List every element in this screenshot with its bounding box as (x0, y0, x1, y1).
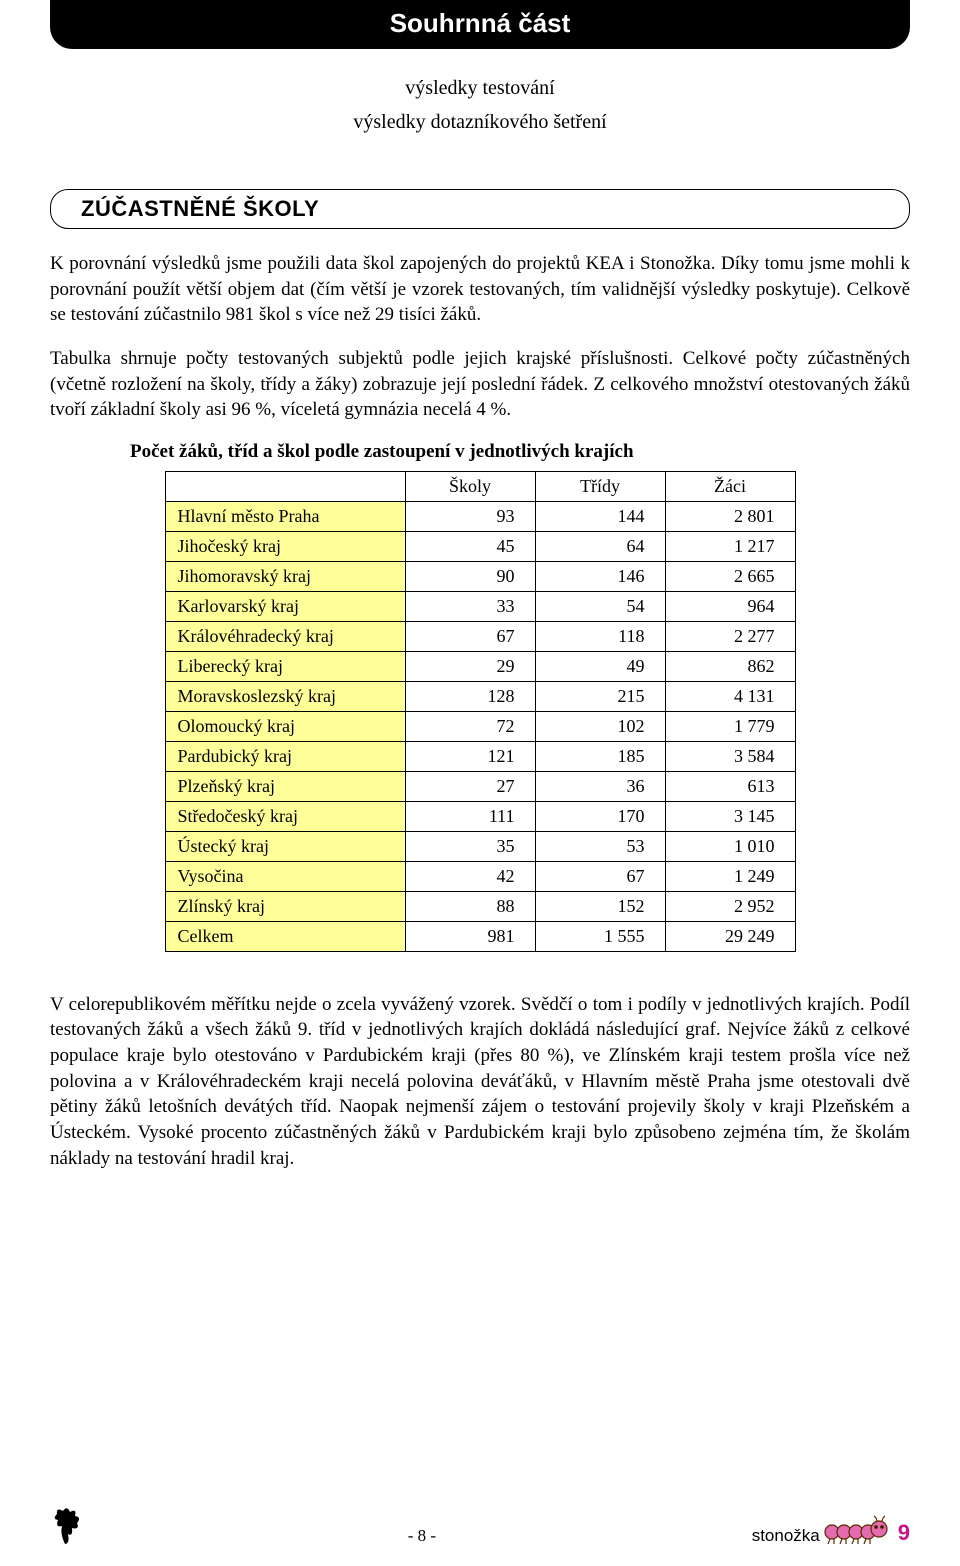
row-label: Pardubický kraj (165, 741, 405, 771)
cell-students: 29 249 (665, 921, 795, 951)
cell-schools: 72 (405, 711, 535, 741)
row-label: Ústecký kraj (165, 831, 405, 861)
col-header-students: Žáci (665, 471, 795, 501)
cell-schools: 90 (405, 561, 535, 591)
section-heading: ZÚČASTNĚNÉ ŠKOLY (81, 196, 879, 222)
cell-students: 862 (665, 651, 795, 681)
cell-schools: 27 (405, 771, 535, 801)
page-number: - 8 - (92, 1526, 752, 1546)
cell-schools: 42 (405, 861, 535, 891)
table-row: Liberecký kraj2949862 (165, 651, 795, 681)
cell-students: 3 584 (665, 741, 795, 771)
cell-classes: 1 555 (535, 921, 665, 951)
cell-schools: 981 (405, 921, 535, 951)
table-row: Královéhradecký kraj671182 277 (165, 621, 795, 651)
table-row: Vysočina42671 249 (165, 861, 795, 891)
table-row: Plzeňský kraj2736613 (165, 771, 795, 801)
cell-students: 1 010 (665, 831, 795, 861)
cell-classes: 170 (535, 801, 665, 831)
footer-logo: stonožka (752, 1514, 910, 1546)
cell-schools: 121 (405, 741, 535, 771)
table-row: Středočeský kraj1111703 145 (165, 801, 795, 831)
row-label: Královéhradecký kraj (165, 621, 405, 651)
ink-splat-icon (50, 1504, 92, 1546)
row-label: Karlovarský kraj (165, 591, 405, 621)
cell-classes: 53 (535, 831, 665, 861)
cell-schools: 45 (405, 531, 535, 561)
cell-classes: 118 (535, 621, 665, 651)
cell-schools: 29 (405, 651, 535, 681)
cell-students: 613 (665, 771, 795, 801)
paragraph-1: K porovnání výsledků jsme použili data š… (50, 251, 910, 328)
row-label: Vysočina (165, 861, 405, 891)
regions-table: Školy Třídy Žáci Hlavní město Praha93144… (165, 471, 796, 952)
subtitle-line-2: výsledky dotazníkového šetření (50, 105, 910, 139)
cell-schools: 93 (405, 501, 535, 531)
logo-text: stonožka (752, 1526, 820, 1546)
row-label: Moravskoslezský kraj (165, 681, 405, 711)
paragraph-2: Tabulka shrnuje počty testovaných subjek… (50, 346, 910, 423)
table-row: Moravskoslezský kraj1282154 131 (165, 681, 795, 711)
table-row: Zlínský kraj881522 952 (165, 891, 795, 921)
table-corner-cell (165, 471, 405, 501)
table-row: Celkem9811 55529 249 (165, 921, 795, 951)
row-label: Zlínský kraj (165, 891, 405, 921)
page-footer: - 8 - stonožka (0, 1504, 960, 1546)
table-row: Hlavní město Praha931442 801 (165, 501, 795, 531)
cell-students: 2 665 (665, 561, 795, 591)
cell-students: 964 (665, 591, 795, 621)
cell-students: 1 249 (665, 861, 795, 891)
cell-students: 2 277 (665, 621, 795, 651)
cell-students: 1 779 (665, 711, 795, 741)
table-title: Počet žáků, tříd a škol podle zastoupení… (130, 441, 910, 463)
table-row: Jihočeský kraj45641 217 (165, 531, 795, 561)
cell-classes: 144 (535, 501, 665, 531)
cell-classes: 67 (535, 861, 665, 891)
row-label: Celkem (165, 921, 405, 951)
row-label: Hlavní město Praha (165, 501, 405, 531)
cell-students: 1 217 (665, 531, 795, 561)
cell-classes: 64 (535, 531, 665, 561)
table-header-row: Školy Třídy Žáci (165, 471, 795, 501)
cell-classes: 185 (535, 741, 665, 771)
table-row: Pardubický kraj1211853 584 (165, 741, 795, 771)
cell-schools: 128 (405, 681, 535, 711)
subtitles: výsledky testování výsledky dotazníkovéh… (50, 71, 910, 139)
cell-schools: 88 (405, 891, 535, 921)
logo-number: 9 (898, 1520, 910, 1546)
header-title: Souhrnná část (390, 8, 571, 38)
page-header: Souhrnná část (50, 0, 910, 49)
row-label: Olomoucký kraj (165, 711, 405, 741)
table-row: Jihomoravský kraj901462 665 (165, 561, 795, 591)
cell-classes: 102 (535, 711, 665, 741)
cell-schools: 111 (405, 801, 535, 831)
cell-schools: 33 (405, 591, 535, 621)
table-row: Olomoucký kraj721021 779 (165, 711, 795, 741)
cell-schools: 67 (405, 621, 535, 651)
cell-students: 2 952 (665, 891, 795, 921)
cell-classes: 54 (535, 591, 665, 621)
row-label: Jihomoravský kraj (165, 561, 405, 591)
cell-students: 2 801 (665, 501, 795, 531)
cell-students: 4 131 (665, 681, 795, 711)
row-label: Středočeský kraj (165, 801, 405, 831)
table-row: Ústecký kraj35531 010 (165, 831, 795, 861)
cell-classes: 49 (535, 651, 665, 681)
paragraph-3: V celorepublikovém měřítku nejde o zcela… (50, 992, 910, 1171)
col-header-classes: Třídy (535, 471, 665, 501)
row-label: Plzeňský kraj (165, 771, 405, 801)
cell-schools: 35 (405, 831, 535, 861)
row-label: Jihočeský kraj (165, 531, 405, 561)
caterpillar-icon (822, 1514, 892, 1546)
cell-classes: 36 (535, 771, 665, 801)
subtitle-line-1: výsledky testování (50, 71, 910, 105)
cell-students: 3 145 (665, 801, 795, 831)
cell-classes: 215 (535, 681, 665, 711)
cell-classes: 146 (535, 561, 665, 591)
table-row: Karlovarský kraj3354964 (165, 591, 795, 621)
row-label: Liberecký kraj (165, 651, 405, 681)
col-header-schools: Školy (405, 471, 535, 501)
cell-classes: 152 (535, 891, 665, 921)
section-heading-box: ZÚČASTNĚNÉ ŠKOLY (50, 189, 910, 229)
